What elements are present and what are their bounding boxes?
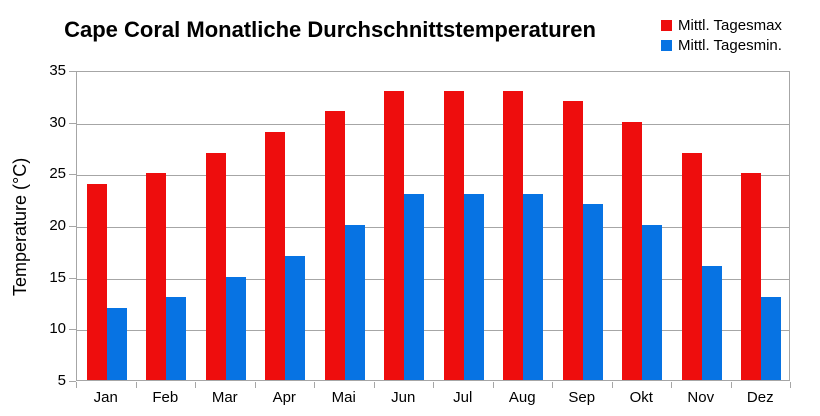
x-category-label-jun: Jun (391, 389, 416, 406)
x-tick-mark-5 (373, 382, 375, 388)
bar-tagesmax-okt (622, 121, 643, 380)
x-tick-mark-8 (552, 382, 553, 388)
y-tick-mark-15 (69, 277, 76, 279)
y-tick-label-20: 20 (49, 217, 66, 234)
x-tick-mark-12 (790, 382, 791, 388)
tagesmax-swatch-icon (661, 19, 672, 31)
x-tick-mark-7 (492, 382, 494, 388)
x-category-label-nov: Nov (687, 389, 715, 406)
bar-tagesmin-dez (761, 297, 782, 380)
bar-tagesmax-mar (205, 152, 226, 380)
x-category-label-okt: Okt (629, 389, 653, 406)
x-tick-mark-2 (195, 382, 196, 388)
x-category-label-sep: Sep (568, 389, 596, 406)
bar-tagesmin-mai (344, 225, 365, 380)
y-tick-mark-20 (69, 226, 76, 227)
bar-tagesmin-aug (523, 194, 544, 380)
legend: Mittl. Tagesmax Mittl. Tagesmin. (661, 15, 782, 55)
legend-item-tagesmin: Mittl. Tagesmin. (661, 35, 782, 55)
bar-tagesmax-jan (86, 183, 107, 380)
x-category-label-aug: Aug (508, 389, 536, 406)
y-tick-mark-10 (69, 329, 76, 331)
bar-tagesmin-jul (463, 194, 484, 380)
y-tick-mark-35 (69, 71, 76, 72)
bar-tagesmax-aug (503, 90, 524, 380)
gridline-25 (77, 175, 789, 177)
bar-tagesmin-sep (582, 204, 603, 380)
x-category-label-jan: Jan (93, 389, 118, 406)
y-tick-mark-30 (69, 122, 76, 124)
bar-tagesmax-sep (562, 101, 583, 380)
x-tick-mark-0 (76, 382, 77, 388)
bar-tagesmax-nov (681, 152, 702, 380)
y-tick-mark-25 (69, 174, 76, 176)
x-tick-mark-9 (611, 382, 613, 388)
y-tick-label-15: 15 (49, 268, 66, 286)
y-tick-label-25: 25 (49, 165, 66, 183)
tagesmin-swatch-icon (661, 39, 672, 51)
bar-tagesmin-apr (285, 256, 306, 380)
x-tick-mark-4 (314, 382, 315, 388)
x-tick-mark-3 (254, 382, 256, 388)
legend-label-tagesmin: Mittl. Tagesmin. (678, 36, 782, 54)
x-tick-mark-10 (671, 382, 672, 388)
x-tick-mark-1 (135, 382, 137, 388)
bar-tagesmax-feb (146, 173, 167, 380)
bar-tagesmin-nov (701, 266, 722, 380)
bar-tagesmin-feb (166, 297, 187, 380)
x-tick-mark-6 (433, 382, 434, 388)
bar-tagesmin-jun (404, 194, 425, 380)
plot-area (76, 71, 790, 381)
x-category-label-mai: Mai (331, 389, 356, 406)
chart-title: Cape Coral Monatliche Durchschnittstempe… (64, 17, 596, 42)
legend-item-tagesmax: Mittl. Tagesmax (661, 15, 782, 35)
y-tick-label-10: 10 (49, 320, 66, 338)
bar-tagesmax-jun (384, 90, 405, 380)
gridline-10 (77, 330, 789, 332)
legend-label-tagesmax: Mittl. Tagesmax (678, 16, 782, 34)
x-category-label-jul: Jul (453, 389, 473, 406)
x-category-label-dez: Dez (746, 389, 774, 406)
bar-tagesmin-mar (225, 276, 246, 380)
bar-tagesmax-dez (741, 173, 762, 380)
gridline-30 (77, 123, 789, 125)
x-category-label-feb: Feb (152, 389, 179, 406)
gridline-20 (77, 227, 789, 228)
bar-tagesmin-jan (106, 307, 127, 380)
bar-tagesmax-apr (265, 132, 286, 380)
y-tick-mark-5 (69, 381, 76, 382)
y-tick-label-30: 30 (49, 113, 66, 131)
x-category-label-apr: Apr (272, 389, 296, 406)
y-tick-label-35: 35 (49, 62, 66, 79)
bar-tagesmax-jul (443, 90, 464, 380)
y-tick-label-5: 5 (57, 372, 66, 389)
x-tick-mark-11 (730, 382, 732, 388)
gridline-15 (77, 278, 789, 280)
x-category-label-mar: Mar (211, 389, 238, 406)
bar-tagesmin-okt (642, 225, 663, 380)
bar-tagesmax-mai (324, 111, 345, 380)
